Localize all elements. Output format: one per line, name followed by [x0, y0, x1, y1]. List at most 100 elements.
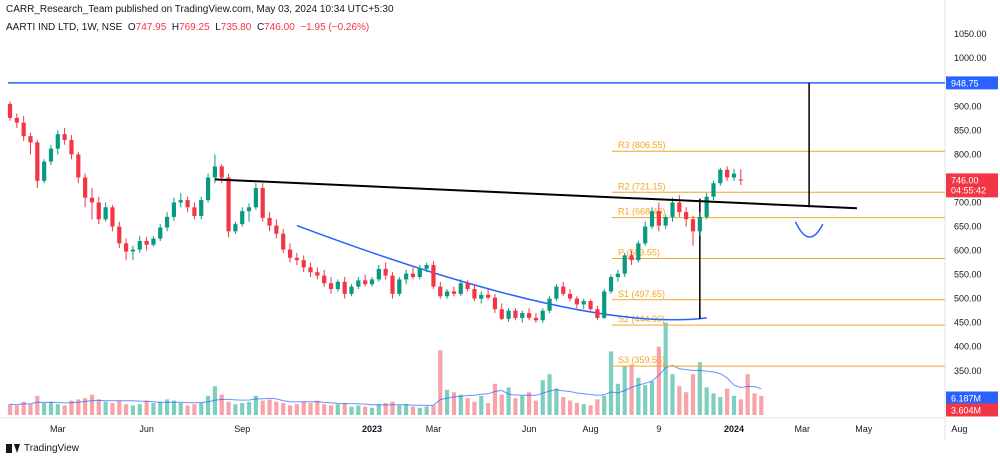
- volume-bar: [608, 351, 614, 415]
- volume-bar: [246, 401, 252, 415]
- volume-bar: [649, 381, 655, 415]
- candle-body: [567, 293, 573, 299]
- volume-bar: [725, 388, 730, 415]
- candle-body: [308, 267, 313, 273]
- candle-body: [663, 216, 668, 226]
- candle-body: [158, 227, 163, 239]
- volume-bar: [492, 383, 498, 415]
- handle-curve: [794, 221, 824, 238]
- candle-body: [185, 200, 190, 208]
- volume-bar: [567, 400, 573, 415]
- volume-bar: [124, 404, 129, 415]
- candle-body: [533, 317, 539, 321]
- x-tick-label: Sep: [234, 424, 250, 434]
- candle-body: [547, 298, 552, 311]
- volume-bar: [35, 395, 40, 415]
- candle-body: [731, 173, 737, 178]
- x-tick-label: 2024: [724, 424, 744, 434]
- candle-body: [274, 225, 279, 234]
- candle-body: [42, 161, 47, 181]
- candle-body: [649, 211, 655, 227]
- low-label: L: [215, 22, 221, 33]
- candle-body: [76, 154, 81, 178]
- candle-body: [62, 134, 67, 140]
- volume-bar: [506, 387, 511, 415]
- candle-body: [704, 196, 709, 217]
- volume-ma-tag: 6.187M: [951, 394, 981, 404]
- candle-body: [356, 280, 361, 287]
- x-tick-label: 2023: [362, 424, 382, 434]
- candle-body: [28, 136, 33, 143]
- volume-bar: [7, 404, 13, 415]
- candle-body: [96, 202, 101, 220]
- volume-bar: [458, 394, 463, 415]
- candle-body: [540, 310, 545, 321]
- candle-body: [246, 207, 252, 212]
- candle-body: [513, 310, 518, 318]
- candle-body: [397, 279, 402, 294]
- candle-body: [89, 197, 95, 203]
- volume-bar: [96, 399, 101, 415]
- candle-body: [349, 286, 354, 294]
- tradingview-logo-icon: [6, 444, 20, 453]
- volume-bar: [561, 397, 566, 415]
- volume-bar: [267, 399, 272, 415]
- neckline-trendline: [214, 178, 857, 210]
- open-label: O: [127, 22, 136, 33]
- y-tick-label: 800.00: [954, 149, 982, 159]
- volume-bar: [322, 404, 327, 415]
- candle-body: [7, 103, 13, 118]
- candle-body: [451, 291, 457, 294]
- volume-bar: [363, 406, 368, 415]
- candle-body: [465, 283, 470, 290]
- volume-bar: [281, 403, 286, 415]
- candle-body: [656, 211, 661, 226]
- volume-bar: [731, 395, 737, 415]
- candle-body: [404, 273, 409, 280]
- candle-body: [561, 286, 566, 294]
- y-tick-label: 850.00: [954, 125, 982, 135]
- pivot-level-label: S3 (359.55): [618, 355, 665, 365]
- candle-body: [506, 310, 511, 319]
- volume-bar: [130, 405, 136, 415]
- x-tick-label: 9: [656, 424, 661, 434]
- y-tick-label: 900.00: [954, 101, 982, 111]
- volume-bar: [14, 405, 19, 415]
- low-value: 735.80: [220, 22, 252, 33]
- volume-bar: [390, 401, 395, 415]
- y-tick-label: 500.00: [954, 294, 982, 304]
- candle-body: [83, 177, 88, 198]
- candle-body: [328, 283, 334, 290]
- candle-body: [110, 207, 115, 227]
- volume-bar: [486, 403, 491, 415]
- candle-body: [424, 264, 429, 269]
- y-tick-label: 650.00: [954, 222, 982, 232]
- candle-body: [322, 275, 327, 284]
- brand-name: TradingView: [24, 443, 80, 454]
- pivot-level-label: R1 (668.40): [618, 207, 666, 217]
- volume-bar: [465, 398, 470, 415]
- volume-bar: [28, 404, 33, 415]
- volume-bar: [62, 405, 67, 415]
- volume-bar: [738, 399, 743, 415]
- volume-bar: [581, 404, 586, 415]
- x-tick-label: Aug: [951, 424, 967, 434]
- candle-body: [684, 212, 689, 220]
- candle-body: [697, 216, 702, 232]
- volume-bar: [417, 407, 422, 415]
- volume-bar: [670, 374, 675, 415]
- candle-body: [677, 202, 682, 213]
- candle-body: [226, 177, 231, 232]
- x-tick-label: Jun: [139, 424, 154, 434]
- tradingview-brand[interactable]: TradingView: [6, 443, 79, 454]
- candle-body: [281, 233, 286, 250]
- candle-body: [643, 226, 648, 244]
- symbol-legend: AARTI IND LTD, 1W, NSE O747.95 H769.25 L…: [6, 22, 369, 33]
- candle-body: [35, 142, 40, 181]
- volume-bar: [424, 406, 429, 415]
- candle-body: [526, 313, 532, 318]
- candle-body: [199, 200, 204, 216]
- volume-bar: [520, 395, 525, 415]
- y-tick-label: 1050.00: [954, 29, 987, 39]
